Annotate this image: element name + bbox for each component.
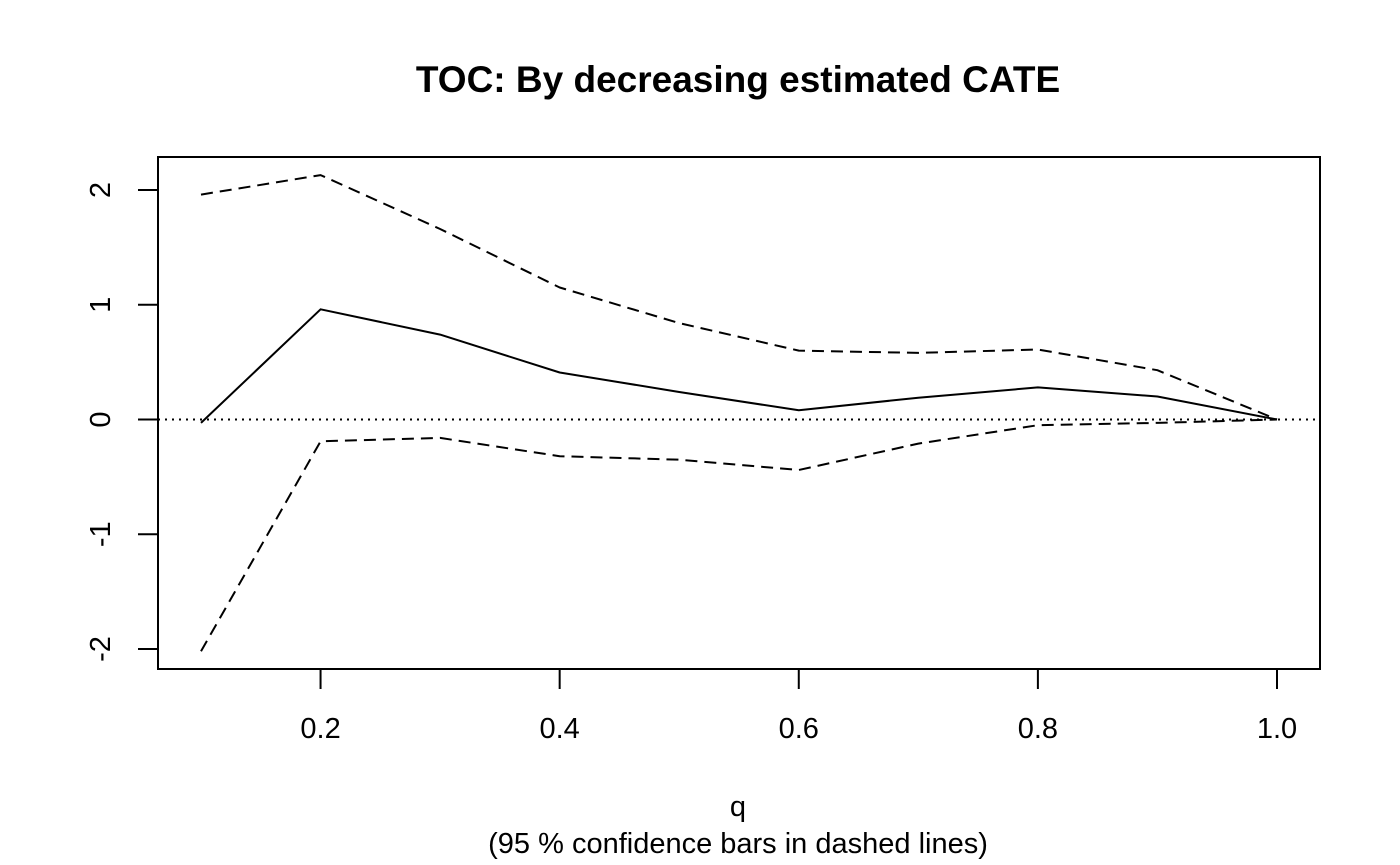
x-tick-label: 0.2: [300, 713, 340, 745]
lower-ci-line: [200, 418, 1278, 652]
chart-title: TOC: By decreasing estimated CATE: [416, 59, 1060, 100]
y-tick-label: -2: [85, 636, 117, 662]
plot-frame: [157, 156, 1321, 670]
y-tick-label: 2: [85, 182, 117, 198]
y-tick-label: 0: [85, 411, 117, 427]
x-tick-label: 0.6: [779, 713, 819, 745]
y-tick-label: -1: [85, 521, 117, 547]
series-layer: [200, 174, 1278, 652]
chart-subtitle: (95 % confidence bars in dashed lines): [488, 828, 988, 860]
x-axis: 0.2 0.4 0.6 0.8 1.0: [300, 669, 1297, 745]
x-tick-label: 0.4: [540, 713, 580, 745]
toc-estimate-line: [200, 308, 1278, 424]
upper-ci-line: [200, 174, 1278, 421]
y-tick-label: 1: [85, 297, 117, 313]
y-axis: -2 -1 0 1 2: [85, 182, 158, 662]
x-tick-label: 0.8: [1018, 713, 1058, 745]
x-axis-label: q: [730, 791, 746, 823]
x-tick-label: 1.0: [1257, 713, 1297, 745]
